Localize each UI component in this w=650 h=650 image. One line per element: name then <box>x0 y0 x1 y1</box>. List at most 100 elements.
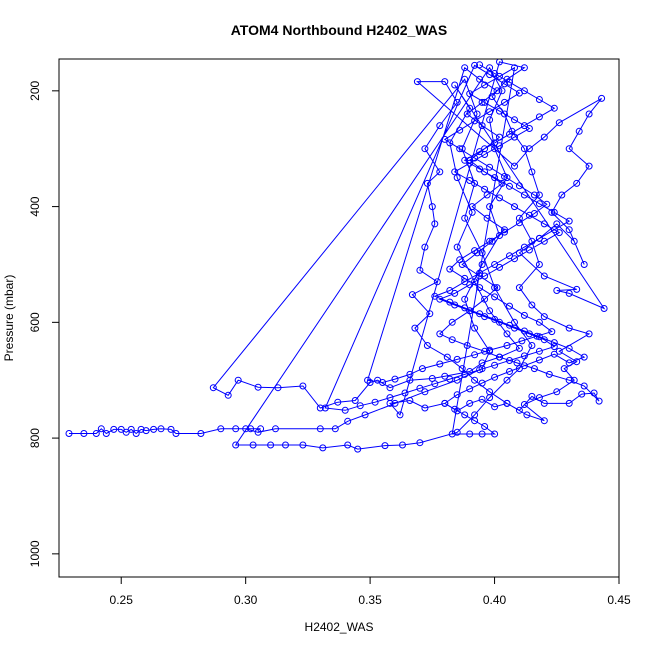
data-point <box>491 261 499 268</box>
series-line <box>69 61 606 450</box>
data-point <box>528 301 536 309</box>
data-point <box>501 226 508 234</box>
data-point <box>364 376 372 384</box>
data-point <box>436 295 444 303</box>
data-point <box>471 154 479 162</box>
data-point <box>102 430 110 437</box>
data-point <box>476 165 484 173</box>
data-point <box>501 173 508 180</box>
data-point <box>254 383 262 391</box>
data-point <box>560 365 568 373</box>
data-point <box>530 191 538 199</box>
data-point <box>486 163 494 171</box>
data-point <box>421 404 429 412</box>
data-point <box>217 425 225 433</box>
data-point <box>501 228 508 236</box>
data-point <box>530 365 538 373</box>
data-point <box>478 98 486 106</box>
y-axis-label: Pressure (mbar) <box>2 275 16 362</box>
data-point <box>453 391 461 399</box>
data-point <box>478 395 486 403</box>
data-point <box>491 403 499 411</box>
data-point <box>511 116 518 124</box>
data-point <box>97 425 105 433</box>
data-point <box>453 376 461 384</box>
data-point <box>496 232 503 239</box>
data-point <box>441 78 449 86</box>
data-point <box>515 219 523 227</box>
data-point <box>316 404 324 412</box>
y-tick-label: 400 <box>28 196 42 216</box>
data-point <box>491 174 499 182</box>
data-point <box>496 194 503 202</box>
data-point <box>331 425 339 433</box>
data-point <box>426 310 434 318</box>
data-point <box>466 307 474 315</box>
data-point <box>172 430 180 437</box>
data-point <box>448 430 456 438</box>
x-axis-label: H2402_WAS <box>305 620 374 634</box>
data-point <box>249 441 257 449</box>
data-point <box>466 90 474 98</box>
data-point <box>254 428 262 436</box>
data-point <box>550 104 558 112</box>
data-point <box>344 417 352 425</box>
data-point <box>523 411 531 419</box>
data-point <box>573 285 581 293</box>
data-point <box>481 151 489 158</box>
data-point <box>520 122 528 130</box>
y-tick-label: 800 <box>28 428 42 448</box>
data-point <box>341 406 349 414</box>
data-point <box>436 330 444 338</box>
data-point <box>503 342 511 349</box>
data-point <box>157 425 165 433</box>
data-point <box>496 133 503 141</box>
data-point <box>117 425 125 433</box>
data-point <box>535 191 543 199</box>
data-point <box>478 430 486 438</box>
data-point <box>476 61 484 69</box>
x-tick-label: 0.35 <box>358 593 382 607</box>
data-point <box>491 373 499 381</box>
data-point <box>491 361 499 369</box>
data-point <box>580 353 588 361</box>
data-point <box>209 384 217 392</box>
data-layer <box>65 59 608 453</box>
data-point <box>543 200 551 208</box>
data-point <box>150 425 158 433</box>
data-point <box>535 261 543 268</box>
data-point <box>386 394 394 402</box>
data-point <box>525 211 533 219</box>
data-point <box>496 107 503 115</box>
data-point <box>550 350 558 358</box>
data-point <box>488 93 496 101</box>
data-point <box>453 428 461 436</box>
data-point <box>446 287 454 294</box>
data-point <box>503 399 511 407</box>
data-point <box>486 307 494 315</box>
data-point <box>506 321 513 329</box>
data-point <box>520 311 528 319</box>
data-point <box>518 337 526 345</box>
data-point <box>585 110 593 118</box>
data-point <box>476 148 484 156</box>
data-point <box>486 237 494 245</box>
data-point <box>535 113 543 121</box>
data-point <box>573 179 581 187</box>
data-point <box>451 168 459 176</box>
data-point <box>540 417 548 425</box>
data-point <box>267 441 275 449</box>
data-point <box>361 411 369 419</box>
data-point <box>476 75 484 83</box>
data-point <box>525 145 533 153</box>
data-point <box>463 342 471 349</box>
data-point <box>498 87 506 95</box>
data-point <box>506 302 513 310</box>
data-point <box>491 284 499 292</box>
data-point <box>515 182 523 190</box>
data-point <box>371 398 379 406</box>
data-point <box>421 388 429 396</box>
data-point <box>600 305 608 312</box>
data-point <box>416 384 424 392</box>
